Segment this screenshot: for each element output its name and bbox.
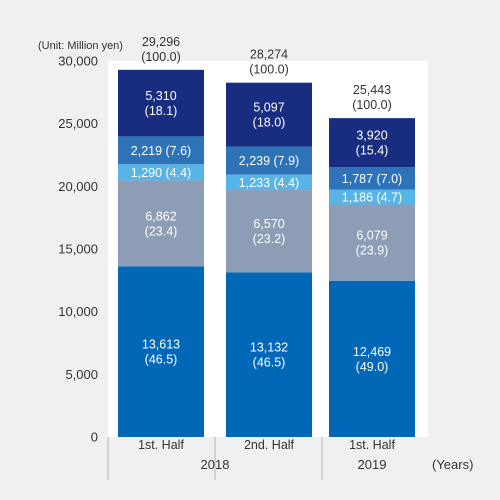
bar-segment xyxy=(226,272,312,437)
data-label: 6,079 xyxy=(356,229,387,243)
bar-stack: 13,132(46.5) 6,570(23.2) 1,233 (4.4) 2,239 … xyxy=(226,48,312,437)
bar-segment xyxy=(329,204,415,281)
data-label: 1,233 (4.4) xyxy=(239,176,299,190)
unit-label: (Unit: Million yen) xyxy=(38,40,123,52)
data-label: 2,219 (7.6) xyxy=(131,144,191,158)
y-tick-label: 0 xyxy=(91,430,98,445)
data-label: (15.4) xyxy=(356,144,389,158)
bar-segment xyxy=(226,146,312,175)
data-label: 13,132 xyxy=(250,341,288,355)
y-tick-label: 20,000 xyxy=(58,179,98,194)
data-label: (49.0) xyxy=(356,360,389,374)
data-label: (23.2) xyxy=(253,232,286,246)
data-label: (23.4) xyxy=(145,224,178,238)
data-label: (46.5) xyxy=(253,356,286,370)
data-label: 1,787 (7.0) xyxy=(342,172,402,186)
total-label: 28,274 xyxy=(250,48,288,62)
y-tick-label: 15,000 xyxy=(58,242,98,257)
bar-stack: 12,469(49.0) 6,079(23.9) 1,186 (4.7) 1,787 … xyxy=(329,83,415,437)
y-tick-label: 10,000 xyxy=(58,304,98,319)
bar-segment xyxy=(118,136,204,165)
data-label: (18.0) xyxy=(253,116,286,130)
y-axis: 0 5,000 10,000 15,000 20,000 25,000 30,000 xyxy=(58,54,98,445)
bar-segment xyxy=(118,180,204,267)
y-tick-label: 5,000 xyxy=(65,367,98,382)
bar-segment xyxy=(329,118,415,168)
bar-segment xyxy=(329,189,415,205)
data-label: 5,310 xyxy=(145,89,176,103)
data-label: (46.5) xyxy=(145,353,178,367)
bar-segment xyxy=(329,280,415,437)
year-group-label: 2019 xyxy=(358,457,387,472)
bar-segment xyxy=(118,69,204,137)
total-label: 25,443 xyxy=(353,83,391,97)
bar-segment xyxy=(226,190,312,273)
bar-segment xyxy=(226,82,312,147)
data-label: (23.9) xyxy=(356,244,389,258)
data-label: 1,186 (4.7) xyxy=(342,191,402,205)
x-tick-label: 1st. Half xyxy=(349,438,395,452)
bars: 13,613(46.5)6,862(23.4)1,290 (4.4)2,219 … xyxy=(118,35,415,437)
x-unit-label: (Years) xyxy=(432,457,473,472)
total-label: 29,296 xyxy=(142,35,180,49)
data-label: 6,862 xyxy=(145,209,176,223)
x-tick-label: 1st. Half xyxy=(138,438,184,452)
total-share-label: (100.0) xyxy=(141,50,181,64)
bar-segment xyxy=(118,164,204,181)
data-label: 13,613 xyxy=(142,338,180,352)
bar-segment xyxy=(329,167,415,190)
total-share-label: (100.0) xyxy=(249,63,289,77)
bar-segment xyxy=(118,266,204,437)
y-tick-label: 25,000 xyxy=(58,116,98,131)
y-tick-label: 30,000 xyxy=(58,54,98,69)
x-axis: 1st. Half 2nd. Half 1st. Half 2018 2019 xyxy=(107,437,395,480)
total-share-label: (100.0) xyxy=(352,98,392,112)
year-group-label: 2018 xyxy=(201,457,230,472)
bar-segment xyxy=(226,174,312,191)
x-tick-label: 2nd. Half xyxy=(244,438,295,452)
data-label: 6,570 xyxy=(253,217,284,231)
data-label: 5,097 xyxy=(253,101,284,115)
bar-stack: 13,613(46.5) 6,862(23.4) 1,290 (4.4) 2,219 … xyxy=(118,35,204,437)
data-label: 2,239 (7.9) xyxy=(239,154,299,168)
data-label: 12,469 xyxy=(353,345,391,359)
data-label: 3,920 xyxy=(356,129,387,143)
data-label: 1,290 (4.4) xyxy=(131,166,191,180)
data-label: (18.1) xyxy=(145,104,178,118)
